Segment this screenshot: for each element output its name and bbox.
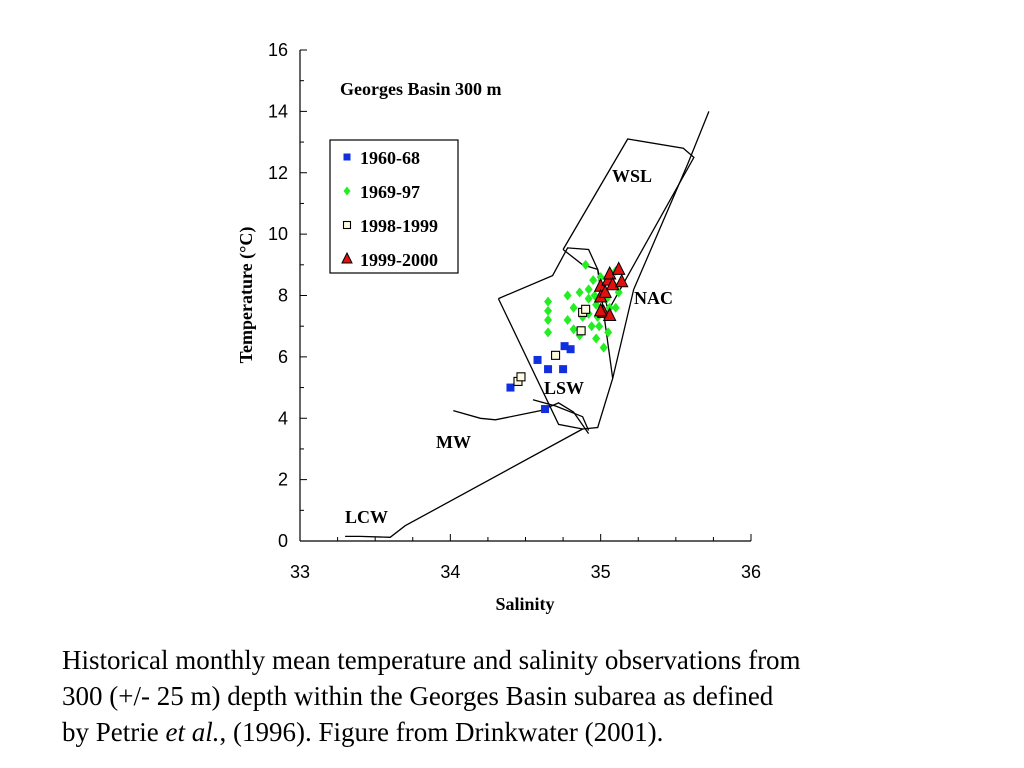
legend-marker-1998-1999: [342, 220, 352, 230]
legend-marker-1969-97: [343, 186, 351, 196]
point-1998-1999: [581, 304, 591, 314]
point-1999-2000: [611, 261, 626, 275]
point-1960-68: [559, 365, 568, 374]
point-1969-97: [599, 342, 608, 353]
point-1999-2000: [598, 284, 612, 298]
x-axis-title: Salinity: [495, 594, 554, 614]
y-tick-label: 4: [278, 408, 288, 428]
point-1969-97: [595, 321, 604, 332]
point-1960-68: [506, 383, 515, 392]
boundary-lsw_nac_outline: [497, 247, 614, 430]
x-tick-label: 34: [440, 562, 460, 582]
legend-marker-1960-68: [343, 153, 351, 161]
point-1960-68: [544, 365, 553, 374]
water-mass-lines: [345, 111, 710, 538]
x-tick-label: 35: [591, 562, 611, 582]
y-tick-label: 6: [278, 347, 288, 367]
legend-label-1998-1999: 1998-1999: [360, 216, 438, 236]
point-1969-97: [563, 315, 572, 326]
caption-line-3: by Petrie et al., (1996). Figure from Dr…: [62, 714, 1012, 750]
caption-text-b: , (1996). Figure from Drinkwater (2001).: [219, 717, 664, 747]
boundary-wsl_box: [562, 138, 695, 313]
y-axis-title: Temperature (°C): [236, 227, 257, 364]
boundary-lsw_inner: [532, 399, 590, 431]
point-1969-97: [611, 302, 620, 313]
point-1969-97: [584, 293, 593, 304]
point-1969-97: [569, 324, 578, 335]
legend: 1960-68 1969-97 1998-1999 1999-2000: [329, 139, 459, 274]
caption-line-2: 300 (+/- 25 m) depth within the Georges …: [62, 681, 774, 711]
axes: 0 2 4 6 8 10 12 14 16 33 34 35 36: [268, 40, 761, 582]
point-1999-2000: [602, 265, 617, 280]
ts-diagram: 0 2 4 6 8 10 12 14 16 33 34 35 36 Georges Basin 300 …: [236, 40, 761, 614]
point-1960-68: [541, 405, 550, 414]
point-1960-68: [560, 342, 569, 351]
point-1960-68: [566, 345, 575, 354]
point-1969-97: [604, 327, 613, 338]
chart-title: Georges Basin 300 m: [340, 79, 502, 99]
point-1969-97: [563, 290, 572, 301]
x-tick-label: 36: [741, 562, 761, 582]
boundary-nac_band: [612, 111, 710, 379]
caption-text-a: by Petrie: [62, 717, 166, 747]
annotation-lcw: LCW: [345, 507, 388, 527]
legend-label-1960-68: 1960-68: [360, 148, 420, 168]
point-1969-97: [544, 305, 553, 316]
legend-box: [329, 139, 459, 274]
point-1998-1999: [576, 326, 586, 336]
point-1969-97: [587, 321, 596, 332]
boundary-mw_lsw: [453, 402, 590, 434]
point-1999-2000: [614, 273, 629, 288]
caption-line-1: Historical monthly mean temperature and …: [62, 645, 801, 675]
point-1998-1999: [551, 350, 561, 360]
figure-caption: Historical monthly mean temperature and …: [62, 642, 1012, 750]
y-tick-label: 10: [268, 224, 288, 244]
point-1998-1999: [516, 372, 526, 382]
y-tick-label: 8: [278, 286, 288, 306]
point-1969-97: [544, 296, 553, 307]
y-tick-label: 14: [268, 101, 288, 121]
point-1999-2000: [593, 302, 608, 317]
boundary-lcw_ml: [345, 428, 583, 538]
data-points: [506, 259, 629, 414]
point-1969-97: [569, 302, 578, 313]
point-1969-97: [584, 284, 593, 295]
y-tick-label: 2: [278, 470, 288, 490]
y-tick-label: 16: [268, 40, 288, 60]
point-1969-97: [581, 259, 590, 270]
point-1960-68: [533, 355, 542, 364]
point-1969-97: [596, 272, 605, 283]
x-tick-label: 33: [290, 562, 310, 582]
y-tick-label: 12: [268, 163, 288, 183]
point-1969-97: [544, 315, 553, 326]
annotation-mw: MW: [436, 432, 471, 452]
y-tick-label: 0: [278, 531, 288, 551]
annotation-lsw: LSW: [544, 378, 584, 398]
point-1969-97: [592, 333, 601, 344]
legend-marker-1999-2000: [341, 251, 353, 264]
point-1969-97: [544, 327, 553, 338]
annotation-nac: NAC: [634, 288, 673, 308]
point-1999-2000: [602, 307, 617, 321]
point-1969-97: [575, 287, 584, 298]
point-1969-97: [589, 275, 598, 286]
caption-italic: et al.: [165, 717, 220, 747]
legend-label-1999-2000: 1999-2000: [360, 250, 438, 270]
annotation-wsl: WSL: [612, 166, 652, 186]
legend-label-1969-97: 1969-97: [360, 182, 420, 202]
